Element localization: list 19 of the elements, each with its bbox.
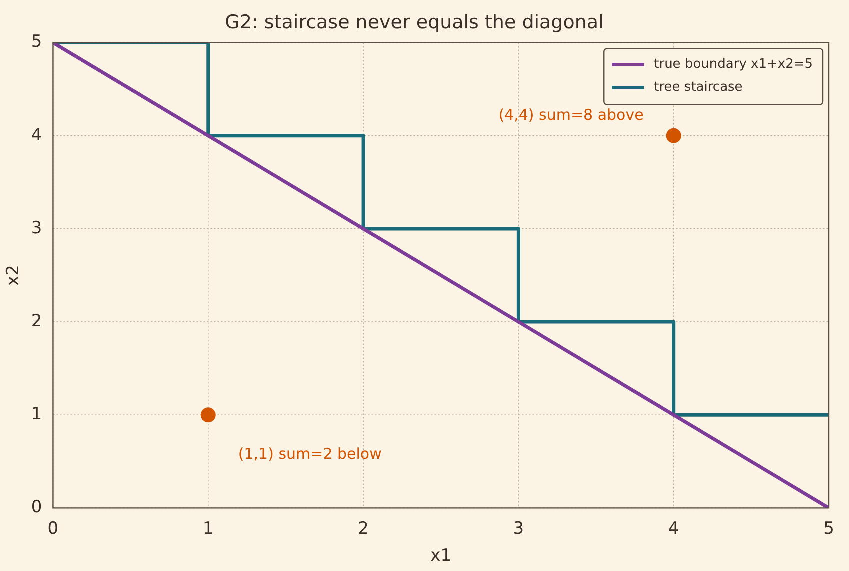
annotation: (1,1) sum=2 below [238,445,382,464]
x-tick-label: 3 [513,518,524,539]
y-tick-label: 5 [31,32,42,52]
chart-title: G2: staircase never equals the diagonal [225,11,604,34]
x-tick-label: 5 [824,518,834,539]
annotation: (4,4) sum=8 above [498,106,644,124]
y-tick-label: 4 [31,125,42,146]
y-tick-label: 3 [31,218,42,238]
x-tick-label: 1 [202,518,214,539]
x-axis-title: x1 [430,546,452,566]
x-tick-label: 0 [48,518,59,539]
legend-label: tree staircase [654,80,743,96]
y-tick-label: 2 [31,311,42,332]
legend-label: true boundary x1+x2=5 [654,57,814,72]
x-tick-label: 2 [358,518,369,539]
y-tick-label: 0 [31,498,42,518]
y-axis-title: x2 [4,265,24,286]
x-tick-label: 4 [668,518,680,539]
y-tick-label: 1 [31,404,42,425]
